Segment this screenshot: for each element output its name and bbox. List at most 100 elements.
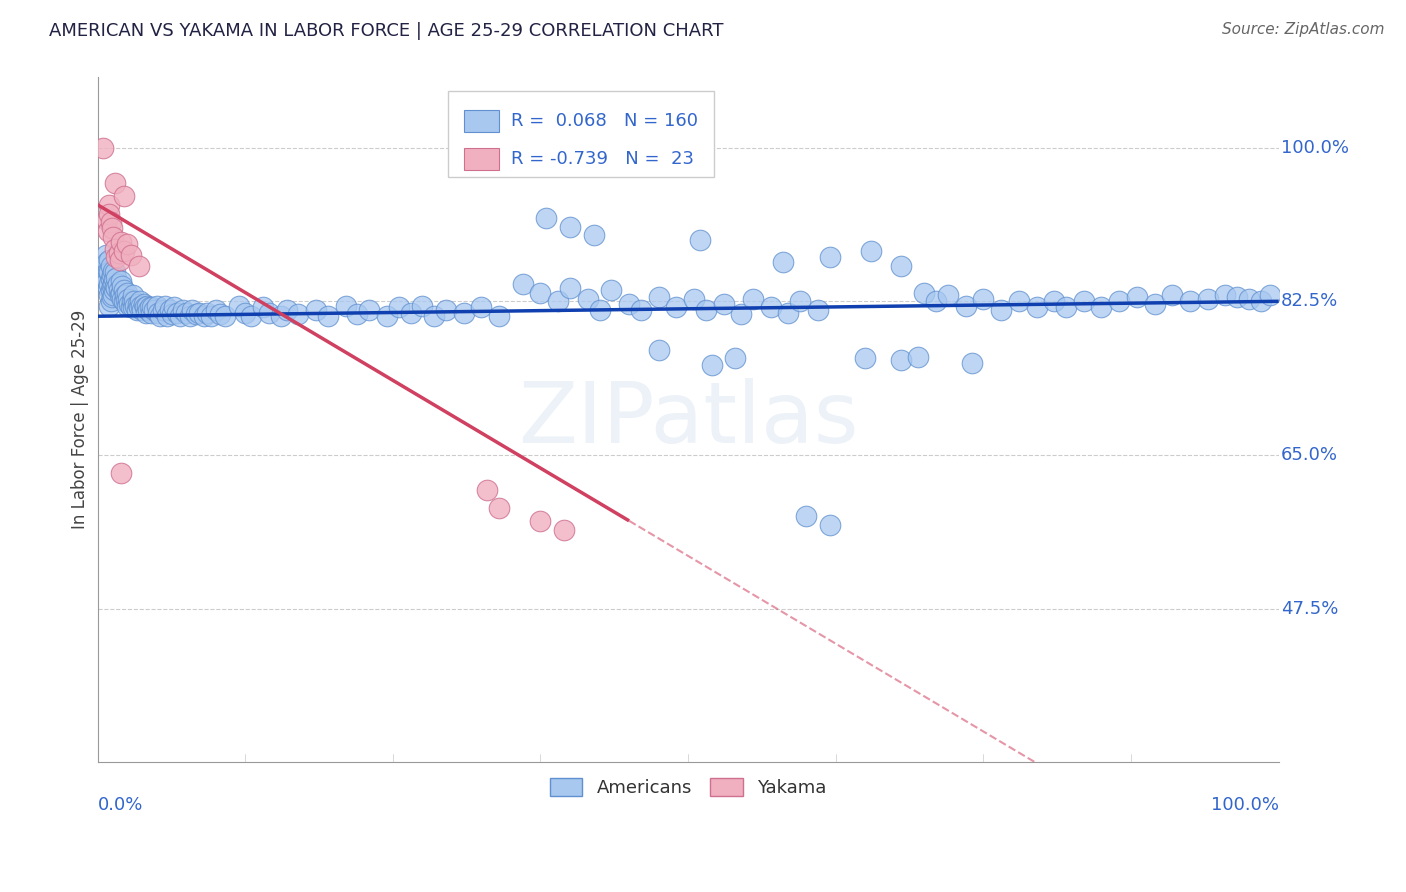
Text: ZIPatlas: ZIPatlas	[517, 378, 859, 461]
Point	[101, 277, 124, 291]
Point	[100, 279, 122, 293]
Point	[152, 303, 174, 318]
Point	[1126, 290, 1149, 304]
Point	[94, 248, 117, 262]
Point	[252, 301, 274, 315]
Point	[100, 259, 122, 273]
Point	[135, 306, 157, 320]
Text: 47.5%: 47.5%	[1281, 599, 1339, 617]
Point	[104, 242, 127, 256]
Point	[240, 310, 263, 324]
Point	[553, 523, 575, 537]
Text: 0.0%: 0.0%	[97, 797, 143, 814]
Point	[305, 303, 328, 318]
Point	[108, 288, 131, 302]
Point	[129, 299, 152, 313]
Point	[1237, 292, 1260, 306]
Point	[1178, 294, 1201, 309]
Point	[159, 303, 181, 318]
Point	[100, 272, 122, 286]
Point	[120, 301, 142, 315]
Point	[359, 303, 381, 318]
Point	[960, 356, 983, 370]
Point	[115, 285, 138, 300]
Point	[108, 246, 131, 260]
Point	[118, 297, 141, 311]
Point	[101, 230, 124, 244]
Point	[125, 303, 148, 318]
Point	[270, 310, 292, 324]
Point	[156, 310, 179, 324]
Point	[197, 306, 219, 320]
Point	[121, 294, 143, 309]
Point	[1250, 294, 1272, 309]
Point	[124, 299, 146, 313]
Point	[912, 285, 935, 300]
Point	[228, 299, 250, 313]
Point	[122, 301, 145, 315]
Point	[104, 279, 127, 293]
Point	[166, 306, 188, 320]
Point	[972, 292, 994, 306]
Point	[127, 297, 149, 311]
Point	[1161, 288, 1184, 302]
Point	[129, 294, 152, 309]
Text: 82.5%: 82.5%	[1281, 293, 1339, 310]
Point	[107, 277, 129, 291]
Point	[316, 310, 339, 324]
Point	[122, 288, 145, 302]
Point	[128, 301, 150, 315]
Point	[93, 261, 115, 276]
Point	[98, 206, 121, 220]
Point	[488, 310, 510, 324]
Point	[115, 299, 138, 313]
Point	[111, 292, 134, 306]
Point	[128, 259, 150, 273]
Point	[136, 299, 159, 313]
Point	[111, 279, 134, 293]
Point	[103, 272, 125, 286]
Point	[730, 308, 752, 322]
Point	[149, 310, 172, 324]
Point	[181, 303, 204, 318]
Point	[399, 306, 422, 320]
Point	[695, 303, 717, 318]
Point	[105, 281, 128, 295]
Point	[617, 297, 640, 311]
Point	[890, 259, 912, 273]
Point	[477, 483, 499, 497]
Point	[98, 253, 121, 268]
Text: 100.0%: 100.0%	[1281, 138, 1348, 157]
Point	[1090, 301, 1112, 315]
Point	[169, 310, 191, 324]
FancyBboxPatch shape	[464, 148, 499, 169]
Point	[98, 265, 121, 279]
Point	[713, 297, 735, 311]
Point	[488, 500, 510, 515]
Point	[558, 281, 581, 295]
Point	[772, 255, 794, 269]
Point	[112, 283, 135, 297]
Point	[588, 303, 610, 318]
Point	[936, 288, 959, 302]
Point	[204, 303, 226, 318]
Point	[110, 235, 132, 250]
Point	[1054, 301, 1077, 315]
Point	[138, 303, 160, 318]
Point	[512, 277, 534, 291]
Point	[96, 255, 118, 269]
Point	[1008, 294, 1031, 309]
Point	[1025, 301, 1047, 315]
Point	[100, 290, 122, 304]
Point	[700, 359, 723, 373]
Point	[115, 237, 138, 252]
Point	[108, 283, 131, 297]
Point	[96, 274, 118, 288]
Point	[582, 228, 605, 243]
Point	[807, 303, 830, 318]
Point	[101, 288, 124, 302]
Point	[98, 288, 121, 302]
Point	[470, 301, 492, 315]
Point	[122, 294, 145, 309]
Point	[647, 290, 669, 304]
